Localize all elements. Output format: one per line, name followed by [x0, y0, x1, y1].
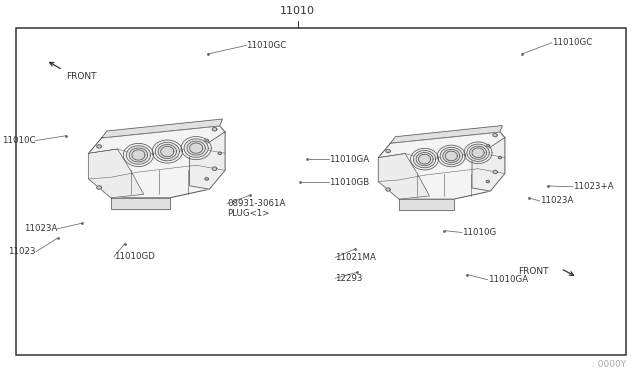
Polygon shape	[445, 151, 458, 161]
Polygon shape	[378, 132, 505, 199]
Text: 11023A: 11023A	[540, 196, 573, 205]
Text: 11023A: 11023A	[24, 224, 58, 233]
Text: 11010GC: 11010GC	[552, 38, 592, 47]
Polygon shape	[189, 132, 225, 189]
Polygon shape	[102, 119, 223, 138]
Polygon shape	[378, 154, 429, 199]
Polygon shape	[486, 180, 490, 183]
Polygon shape	[386, 188, 390, 191]
Polygon shape	[111, 198, 170, 209]
Bar	[16, 28, 626, 355]
Polygon shape	[126, 146, 150, 164]
Text: 11010GA: 11010GA	[488, 275, 528, 284]
Polygon shape	[493, 170, 497, 173]
Polygon shape	[437, 145, 465, 167]
Polygon shape	[390, 125, 502, 143]
Polygon shape	[156, 142, 179, 161]
Text: 11010: 11010	[280, 6, 315, 16]
Polygon shape	[470, 146, 486, 159]
Text: : 0000Y: : 0000Y	[592, 360, 626, 369]
Text: 11023: 11023	[8, 247, 36, 256]
Text: 11010GB: 11010GB	[329, 178, 369, 187]
Text: FRONT: FRONT	[66, 72, 97, 81]
Text: 08931-3061A: 08931-3061A	[227, 199, 285, 208]
Text: 11010G: 11010G	[462, 228, 497, 237]
Text: 11010C: 11010C	[2, 136, 35, 145]
Polygon shape	[413, 151, 436, 168]
Text: 11010GA: 11010GA	[329, 155, 369, 164]
Polygon shape	[205, 178, 209, 180]
Polygon shape	[212, 167, 217, 170]
Polygon shape	[152, 140, 182, 163]
Polygon shape	[386, 150, 390, 153]
Text: FRONT: FRONT	[518, 267, 549, 276]
Polygon shape	[464, 142, 492, 164]
Polygon shape	[132, 150, 145, 160]
Polygon shape	[440, 147, 463, 164]
Polygon shape	[493, 134, 497, 137]
Polygon shape	[189, 143, 203, 153]
Polygon shape	[181, 137, 211, 160]
Polygon shape	[129, 148, 148, 162]
Polygon shape	[161, 147, 174, 157]
Polygon shape	[205, 139, 209, 142]
Polygon shape	[467, 144, 489, 161]
Polygon shape	[472, 148, 484, 157]
Polygon shape	[97, 145, 101, 148]
Polygon shape	[411, 148, 438, 170]
Polygon shape	[443, 150, 460, 163]
Polygon shape	[212, 128, 217, 131]
Polygon shape	[218, 152, 221, 154]
Polygon shape	[499, 156, 502, 159]
Polygon shape	[158, 145, 177, 158]
Polygon shape	[399, 199, 454, 209]
Polygon shape	[472, 138, 505, 191]
Polygon shape	[88, 149, 144, 198]
Text: 12293: 12293	[335, 274, 363, 283]
Text: 11021MA: 11021MA	[335, 253, 376, 262]
Polygon shape	[419, 154, 431, 164]
Polygon shape	[88, 126, 225, 198]
Text: 11023+A: 11023+A	[573, 182, 613, 191]
Polygon shape	[124, 144, 154, 167]
Polygon shape	[416, 153, 433, 166]
Polygon shape	[187, 141, 205, 155]
Text: PLUG<1>: PLUG<1>	[227, 209, 269, 218]
Polygon shape	[184, 139, 208, 157]
Text: 11010GC: 11010GC	[246, 41, 287, 50]
Polygon shape	[486, 144, 490, 147]
Text: 11010GD: 11010GD	[114, 252, 155, 261]
Polygon shape	[97, 186, 101, 189]
